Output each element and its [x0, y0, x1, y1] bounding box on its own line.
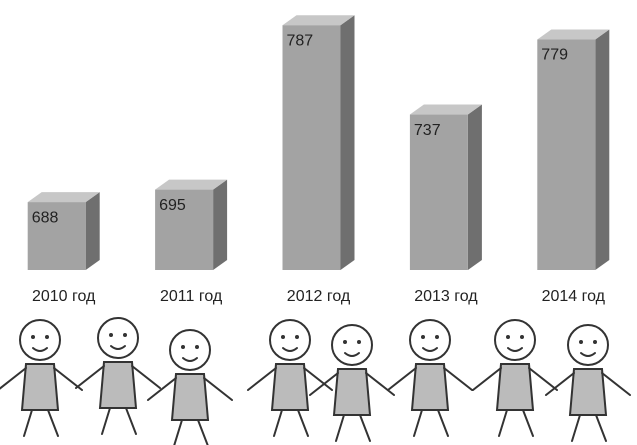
x-tick-label: 2014 год: [542, 288, 606, 305]
bar: [409, 114, 468, 270]
plot: 688 2010 год 695 2011 год 787 2012 год 737 2013…: [27, 15, 610, 305]
bar-side: [595, 29, 610, 270]
value-label: 737: [414, 122, 441, 139]
bar: [27, 202, 86, 270]
bar-top: [27, 192, 100, 203]
bar-top: [409, 104, 482, 115]
bar: [155, 189, 214, 270]
bar: [282, 25, 341, 270]
illustration: [0, 317, 631, 445]
x-tick-label: 2012 год: [287, 288, 351, 305]
bar-top: [282, 15, 355, 26]
bar: [537, 39, 596, 270]
x-tick-label: 2013 год: [414, 288, 478, 305]
x-tick-label: 2011 год: [160, 288, 223, 305]
x-tick-label: 2010 год: [32, 288, 96, 305]
value-label: 688: [32, 209, 59, 226]
bar-side: [467, 104, 482, 270]
bar-side: [85, 192, 100, 270]
bar-top: [155, 179, 228, 190]
bar-side: [340, 15, 355, 270]
bar-top: [537, 29, 610, 40]
value-label: 695: [159, 197, 186, 214]
bar-side: [213, 179, 228, 270]
value-label: 779: [541, 47, 568, 64]
value-label: 787: [287, 32, 314, 49]
